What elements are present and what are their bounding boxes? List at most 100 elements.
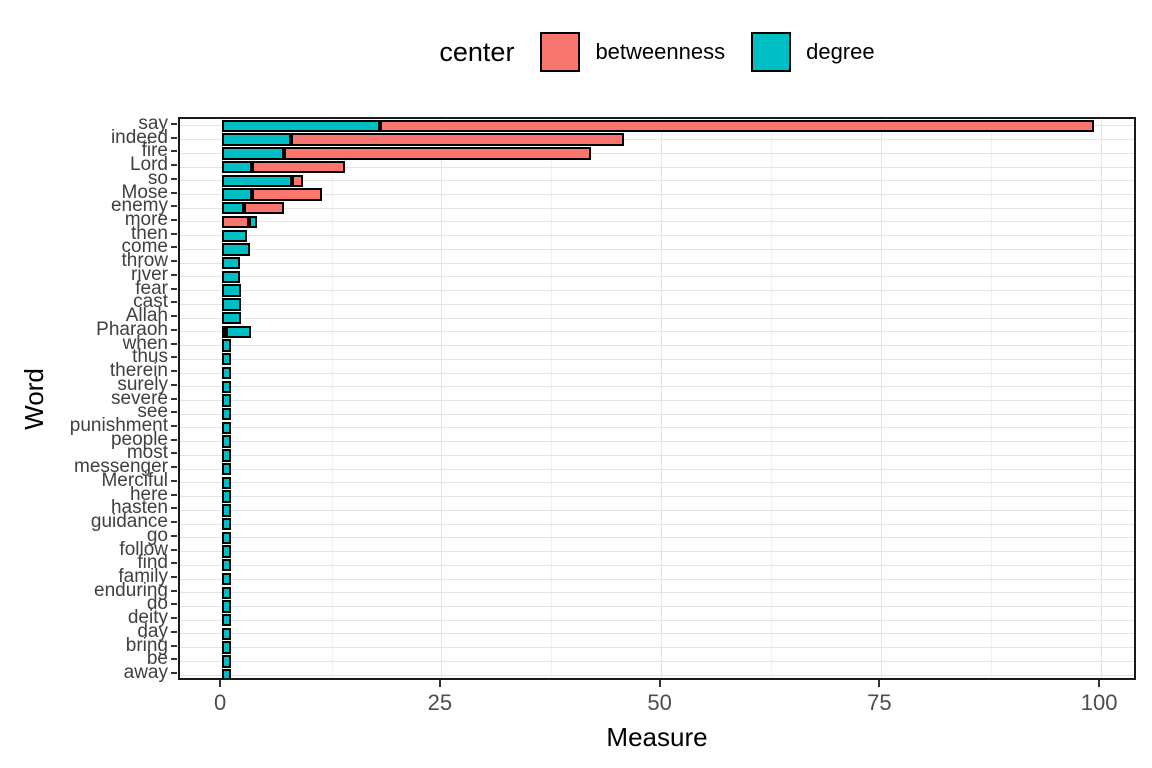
bar-away-degree	[222, 668, 231, 678]
bar-hasten-degree	[222, 504, 231, 517]
category-gridline	[180, 276, 1134, 278]
y-axis-label: bring	[125, 634, 168, 656]
category-gridline	[180, 633, 1134, 635]
x-tick-label: 25	[427, 690, 453, 715]
y-tick-mark	[171, 630, 177, 633]
x-tick-label: 0	[214, 690, 227, 715]
x-tick-label: 75	[867, 690, 892, 715]
bar-messenger-degree	[222, 462, 231, 476]
y-axis-label: severe	[110, 387, 168, 409]
y-tick-mark	[171, 273, 177, 276]
y-tick-mark	[171, 576, 177, 578]
minor-gridline	[331, 119, 333, 678]
y-axis-label: therein	[109, 360, 168, 382]
y-tick-mark	[171, 603, 177, 606]
category-gridline	[180, 152, 1134, 154]
y-axis-label: enduring	[94, 579, 168, 601]
category-gridline	[180, 647, 1134, 649]
bar-indeed-betweenness	[290, 133, 624, 146]
category-gridline	[180, 358, 1134, 360]
y-axis-label: day	[137, 620, 168, 642]
category-gridline	[180, 454, 1134, 456]
category-gridline	[180, 372, 1134, 374]
y-tick-mark	[171, 150, 177, 153]
category-gridline	[180, 221, 1134, 223]
category-gridline	[180, 619, 1134, 621]
y-axis-label: Pharaoh	[96, 318, 168, 340]
legend-swatch-degree	[751, 32, 792, 72]
y-tick-mark	[171, 493, 177, 496]
y-tick-mark	[171, 246, 177, 249]
y-tick-mark	[171, 521, 177, 524]
minor-gridline	[551, 119, 553, 678]
category-gridline	[180, 331, 1134, 333]
category-gridline	[180, 248, 1134, 250]
bar-say-degree	[222, 119, 381, 133]
bar-more-degree	[249, 215, 258, 229]
bar-bring-degree	[222, 641, 231, 654]
y-axis-label: then	[131, 222, 168, 244]
bar-enduring-degree	[222, 586, 231, 599]
bar-fire-degree	[222, 147, 284, 160]
category-gridline	[180, 180, 1134, 182]
category-gridline	[180, 413, 1134, 415]
category-gridline	[180, 564, 1134, 566]
y-axis-label: most	[126, 442, 168, 464]
major-gridline	[441, 119, 443, 678]
bar-enemy-betweenness	[244, 202, 284, 215]
y-tick-mark	[171, 342, 177, 345]
bar-Allah-degree	[222, 311, 241, 325]
y-tick-mark	[171, 301, 177, 304]
y-tick-mark	[171, 370, 177, 373]
y-axis-label: guidance	[90, 511, 168, 533]
y-tick-mark	[171, 452, 177, 455]
major-gridline	[880, 119, 882, 678]
y-tick-mark	[171, 589, 177, 592]
bar-so-betweenness	[292, 174, 304, 187]
bar-follow-degree	[222, 545, 231, 558]
y-tick-mark	[171, 191, 177, 194]
minor-gridline	[990, 119, 992, 678]
category-gridline	[180, 400, 1134, 401]
y-axis-label: punishment	[69, 414, 168, 436]
y-tick-mark	[171, 672, 177, 675]
category-gridline	[180, 441, 1134, 443]
y-tick-mark	[171, 164, 177, 167]
y-axis-label: fire	[141, 140, 168, 162]
bar-river-degree	[222, 270, 240, 284]
category-gridline	[180, 578, 1134, 580]
bar-come-degree	[222, 243, 251, 256]
category-gridline	[180, 194, 1134, 196]
x-tick-mark	[658, 680, 661, 687]
bar-severe-degree	[222, 394, 231, 407]
bar-most-degree	[222, 449, 231, 462]
x-tick-mark	[1098, 680, 1101, 687]
category-gridline	[180, 427, 1134, 429]
y-axis-label: more	[124, 208, 168, 230]
y-axis-label: thus	[132, 346, 168, 368]
bar-Merciful-degree	[222, 476, 231, 490]
y-tick-mark	[171, 136, 177, 139]
bar-deity-degree	[222, 614, 231, 627]
y-axis-label: fear	[135, 277, 168, 299]
category-gridline	[180, 523, 1134, 525]
bar-cast-degree	[222, 298, 241, 311]
bar-here-degree	[222, 490, 231, 503]
y-tick-mark	[171, 534, 177, 537]
y-axis-label: say	[138, 112, 168, 134]
category-gridline	[180, 482, 1134, 484]
legend-item-betweenness: betweenness	[540, 32, 725, 72]
bar-Pharaoh-betweenness	[222, 325, 227, 339]
legend-item-degree: degree	[751, 32, 875, 72]
bar-then-degree	[222, 229, 247, 242]
y-axis-label: be	[146, 648, 168, 670]
legend-title: center	[439, 36, 515, 67]
bar-Lord-degree	[222, 160, 253, 174]
y-tick-mark	[171, 260, 177, 263]
x-axis-title: Measure	[606, 722, 708, 752]
y-axis-label: away	[123, 662, 168, 684]
bar-Mose-degree	[222, 188, 253, 201]
y-axis-label: enemy	[110, 195, 168, 217]
bar-indeed-degree	[222, 133, 291, 146]
